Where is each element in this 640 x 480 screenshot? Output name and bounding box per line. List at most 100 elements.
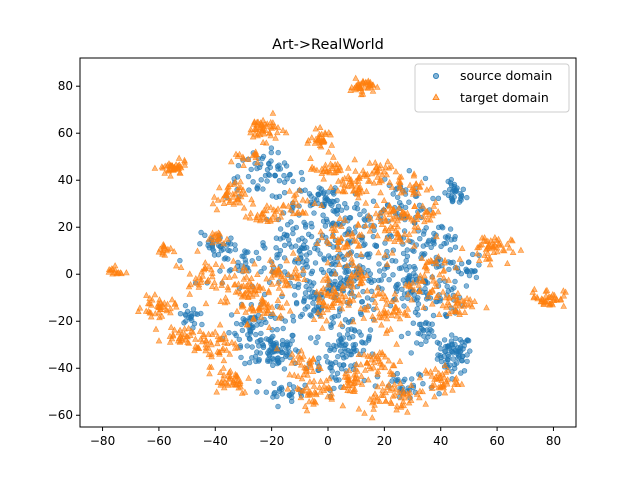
target-point [430,202,438,209]
target-point [290,269,298,276]
target-point [244,155,252,162]
source-point [308,335,314,341]
source-point [345,268,352,274]
source-point [458,195,464,202]
source-point [454,348,460,355]
source-point [438,346,444,352]
target-point [557,296,564,303]
source-point [341,355,347,361]
target-point [254,159,261,166]
target-point [404,209,411,216]
source-point [277,166,284,172]
source-point [358,311,364,317]
target-point [440,374,448,381]
target-point [330,293,338,300]
target-point [560,302,568,309]
target-point [387,223,395,230]
target-point [374,290,382,297]
target-point [361,366,369,373]
target-point [490,248,498,255]
source-point [217,268,223,274]
target-point [386,203,394,210]
target-point [264,301,272,308]
target-point [216,230,224,237]
target-point [225,368,233,376]
target-point [292,265,300,272]
target-point [274,279,282,286]
target-point [330,226,338,233]
target-point [433,375,441,382]
target-point [251,286,259,293]
source-point [442,190,448,196]
source-point [274,360,280,367]
target-point [347,86,354,93]
source-point [302,290,309,296]
source-point [307,312,313,318]
target-point [274,269,282,276]
target-point [407,381,415,389]
source-point [282,318,288,324]
target-point [348,83,356,90]
points-layer [105,74,569,421]
target-point [326,384,334,391]
target-point [339,282,347,289]
target-point [367,215,374,222]
source-point [427,326,433,333]
target-point [322,161,329,168]
target-point [172,262,180,269]
target-point [209,239,217,246]
target-point [445,293,453,300]
target-point [370,358,378,366]
target-point [248,195,255,203]
target-point [395,388,403,395]
legend: source domain target domain [414,63,570,113]
target-point [392,296,400,303]
source-point [370,198,377,204]
source-point [274,326,280,333]
target-point [374,173,381,180]
target-point [411,223,419,230]
source-point [445,178,451,185]
target-point [216,235,223,242]
source-point [279,391,286,397]
target-point [380,312,388,319]
target-point [416,374,424,381]
target-point [202,299,210,307]
source-point [268,145,275,151]
target-point [382,163,389,170]
target-point [234,187,242,194]
target-point [352,371,360,378]
target-point [274,296,282,303]
source-point [348,351,355,358]
target-point [415,212,423,219]
source-point [438,358,445,365]
target-point [340,297,348,304]
source-point [437,352,443,359]
target-point [354,242,362,249]
target-point [269,213,277,220]
target-point [416,183,423,190]
target-point [231,344,239,351]
target-point [363,187,370,194]
y-tick-label: −20 [48,314,73,328]
target-point [345,301,352,308]
source-point [422,175,429,182]
target-point [176,169,184,176]
target-point [362,199,370,206]
source-point [442,234,449,240]
target-point [378,321,385,328]
source-point [464,337,471,343]
source-point [303,252,310,258]
target-point [376,313,383,320]
target-point [318,201,325,208]
target-point [301,275,308,283]
y-tick-label: 20 [58,220,73,234]
source-point [459,261,465,267]
target-point [478,241,486,248]
source-point [328,324,334,330]
target-point [463,294,471,302]
source-point [466,272,473,279]
source-point [202,232,208,239]
target-point [265,288,273,296]
target-point [386,178,394,185]
